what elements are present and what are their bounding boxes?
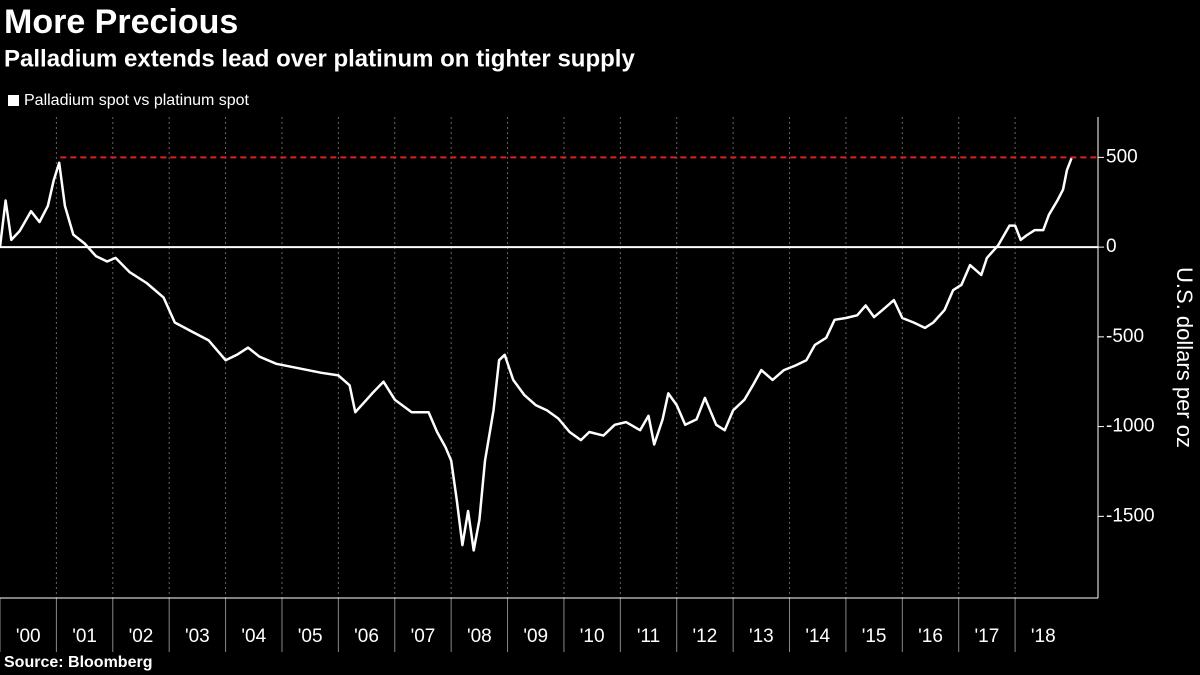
x-tick-label: '16 <box>918 626 943 647</box>
x-tick-label: '14 <box>805 626 830 647</box>
chart-subtitle: Palladium extends lead over platinum on … <box>4 45 635 72</box>
x-tick-label: '11 <box>637 626 660 647</box>
y-tick-label: 500 <box>1106 146 1138 167</box>
x-tick-label: '02 <box>129 626 154 647</box>
x-tick-label: '18 <box>1031 626 1056 647</box>
chart-title: More Precious <box>4 3 238 41</box>
x-tick-label: '00 <box>16 626 41 647</box>
x-tick-label: '15 <box>862 626 887 647</box>
x-tick-label: '04 <box>241 626 266 647</box>
x-tick-label: '05 <box>298 626 323 647</box>
x-tick-label: '10 <box>580 626 605 647</box>
y-axis-label: U.S. dollars per oz <box>1172 267 1197 448</box>
x-tick-label: '01 <box>72 626 97 647</box>
x-tick-label: '13 <box>749 626 774 647</box>
x-tick-label: '12 <box>693 626 718 647</box>
x-tick-label: '17 <box>975 626 1000 647</box>
x-tick-label: '07 <box>411 626 436 647</box>
y-tick-label: 0 <box>1106 236 1117 257</box>
x-tick-label: '09 <box>523 626 548 647</box>
x-tick-label: '03 <box>185 626 210 647</box>
x-tick-label: '08 <box>467 626 492 647</box>
legend-label: Palladium spot vs platinum spot <box>24 92 250 109</box>
y-tick-label: -1000 <box>1106 416 1155 437</box>
y-tick-label: -1500 <box>1106 505 1155 526</box>
source: Source: Bloomberg <box>4 654 152 671</box>
legend-swatch <box>8 95 19 106</box>
x-tick-label: '06 <box>354 626 379 647</box>
series-line <box>0 157 1073 552</box>
y-tick-label: -500 <box>1106 326 1144 347</box>
